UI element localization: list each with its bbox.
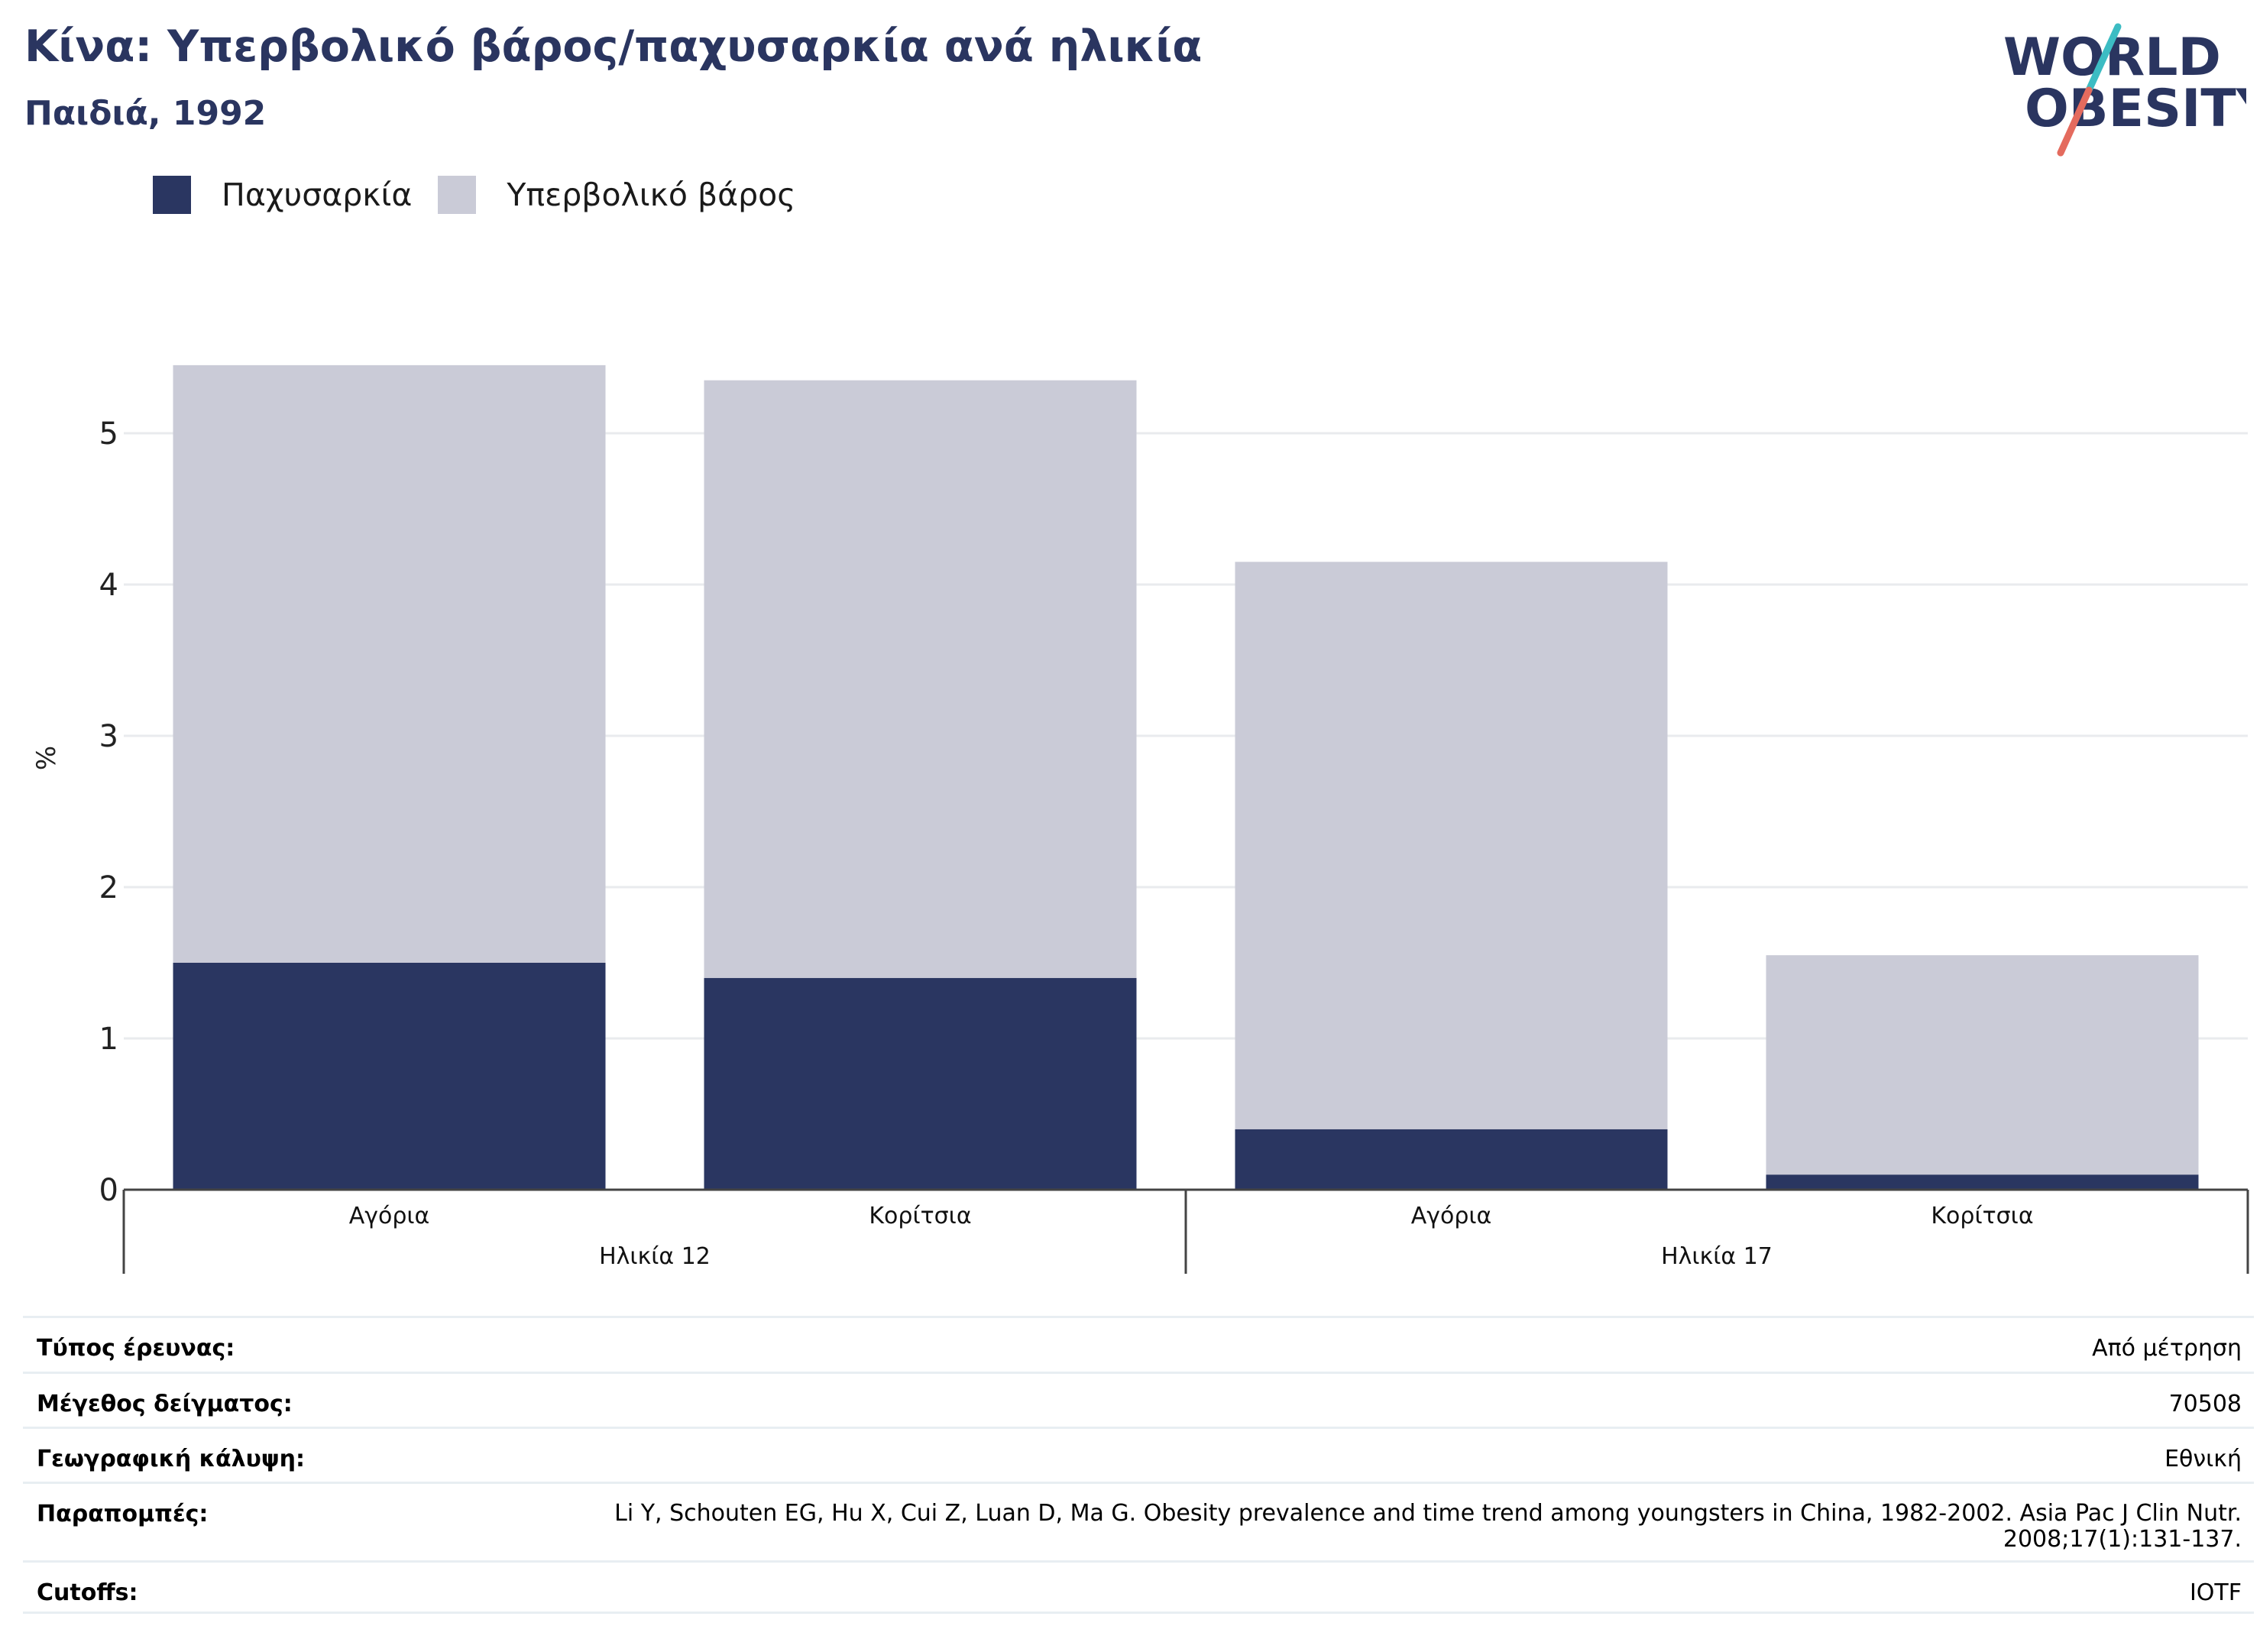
legend-swatch-overweight bbox=[438, 176, 477, 214]
meta-value: 70508 bbox=[2168, 1391, 2242, 1417]
chart-title: Κίνα: Υπερβολικό βάρος/παχυσαρκία ανά ηλ… bbox=[24, 21, 1203, 72]
meta-row-coverage: Γεωγραφική κάλυψη: Εθνική bbox=[23, 1427, 2254, 1482]
bar-overweight bbox=[1235, 562, 1668, 1129]
meta-key: Cutoffs: bbox=[37, 1579, 138, 1606]
meta-key: Τύπος έρευνας: bbox=[37, 1335, 235, 1362]
meta-row-sample-size: Μέγεθος δείγματος: 70508 bbox=[23, 1372, 2254, 1427]
bar-obesity bbox=[704, 977, 1137, 1190]
meta-key: Παραπομπές: bbox=[37, 1501, 209, 1527]
y-tick-label: 5 bbox=[99, 416, 118, 452]
bar-obesity bbox=[1766, 1174, 2199, 1190]
chart-subtitle: Παιδιά, 1992 bbox=[24, 94, 267, 133]
logo-line2: OBESITY bbox=[2025, 79, 2246, 139]
meta-key: Γεωγραφική κάλυψη: bbox=[37, 1446, 306, 1472]
bar-overweight bbox=[1766, 955, 2199, 1175]
meta-key: Μέγεθος δείγματος: bbox=[37, 1391, 293, 1417]
chart-legend: Παχυσαρκία Υπερβολικό βάρος bbox=[153, 176, 821, 214]
meta-value: Από μέτρηση bbox=[2092, 1335, 2242, 1362]
legend-item-obesity[interactable]: Παχυσαρκία bbox=[153, 176, 412, 214]
meta-value: Li Y, Schouten EG, Hu X, Cui Z, Luan D, … bbox=[614, 1500, 2242, 1553]
y-tick-label: 0 bbox=[99, 1173, 118, 1208]
x-group-label: Ηλικία 12 bbox=[599, 1243, 711, 1270]
x-tick-label: Αγόρια bbox=[349, 1203, 430, 1229]
logo-slash-top bbox=[2085, 23, 2122, 94]
meta-value: Εθνική bbox=[2164, 1446, 2242, 1472]
y-tick-label: 1 bbox=[99, 1022, 118, 1057]
x-tick-label: Κορίτσια bbox=[1931, 1203, 2033, 1229]
bar-overweight bbox=[173, 364, 606, 963]
meta-value: IOTF bbox=[2189, 1579, 2242, 1606]
stacked-bar-chart: 0 1 2 3 4 5% Αγόρια Κορίτσια Αγόρια Κορίτσια Ηλικί… bbox=[31, 364, 2249, 1274]
world-obesity-logo: WORLD OBESITY bbox=[2003, 23, 2246, 157]
y-tick-label: 2 bbox=[99, 870, 118, 905]
legend-label-obesity: Παχυσαρκία bbox=[222, 177, 413, 213]
bar-overweight bbox=[704, 380, 1137, 978]
bar-obesity bbox=[173, 963, 606, 1190]
meta-row-references: Παραπομπές: Li Y, Schouten EG, Hu X, Cui… bbox=[23, 1482, 2254, 1560]
legend-label-overweight: Υπερβολικό βάρος bbox=[507, 177, 796, 213]
legend-item-overweight[interactable]: Υπερβολικό βάρος bbox=[438, 176, 795, 214]
y-axis-label: % bbox=[31, 746, 62, 770]
x-group-label: Ηλικία 17 bbox=[1661, 1243, 1773, 1270]
x-tick-label: Κορίτσια bbox=[869, 1203, 971, 1229]
survey-metadata-table: Τύπος έρευνας: Από μέτρηση Μέγεθος δείγμ… bbox=[23, 1316, 2254, 1614]
logo-slash-bottom bbox=[2057, 86, 2093, 157]
legend-swatch-obesity bbox=[153, 176, 191, 214]
meta-row-cutoffs: Cutoffs: IOTF bbox=[23, 1560, 2254, 1614]
y-tick-label: 4 bbox=[99, 568, 118, 603]
bar-obesity bbox=[1235, 1129, 1668, 1190]
meta-row-survey-type: Τύπος έρευνας: Από μέτρηση bbox=[23, 1316, 2254, 1372]
x-tick-label: Αγόρια bbox=[1411, 1203, 1492, 1229]
y-tick-label: 3 bbox=[99, 719, 118, 754]
